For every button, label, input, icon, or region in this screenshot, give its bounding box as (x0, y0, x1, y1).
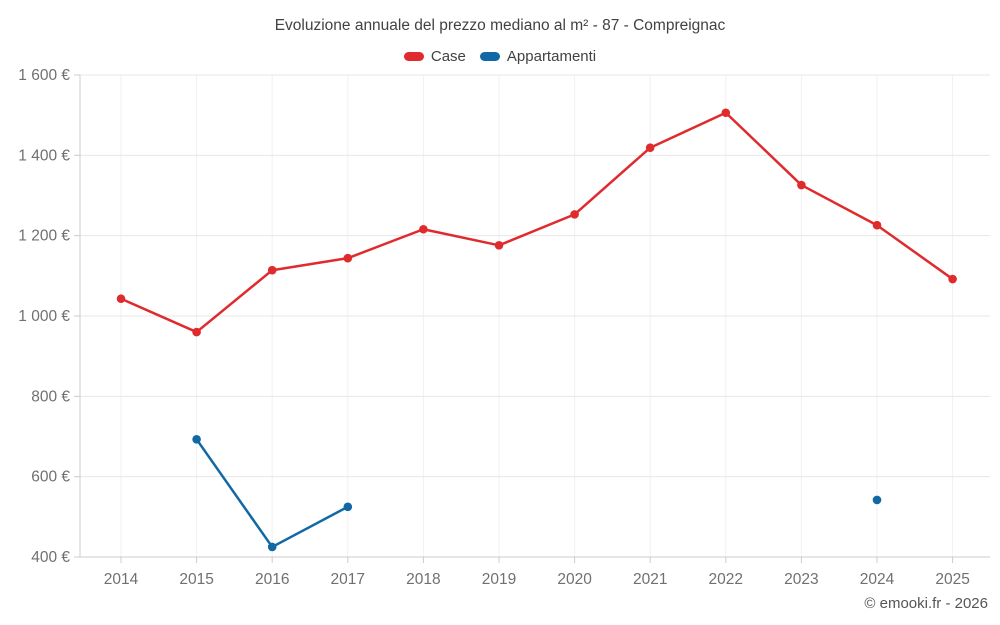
legend-swatch-appartamenti-icon (479, 52, 500, 61)
data-point-case-2014[interactable] (116, 294, 126, 304)
data-point-case-2017[interactable] (343, 253, 353, 263)
x-axis-label-2025: 2025 (935, 571, 969, 588)
legend-swatch-case-icon (403, 52, 424, 61)
data-point-appartamenti-2015[interactable] (192, 435, 201, 444)
data-point-case-2015[interactable] (192, 327, 201, 337)
x-axis-label-2022: 2022 (709, 571, 743, 588)
y-axis-label-800: 800 € (31, 388, 70, 405)
data-point-case-2023[interactable] (797, 180, 806, 190)
chart-title: Evoluzione annuale del prezzo mediano al… (274, 17, 726, 34)
y-axis-label-1200: 1 200 € (18, 228, 70, 245)
legend-item-case[interactable]: Case (403, 48, 466, 65)
x-axis-label-2018: 2018 (406, 571, 440, 588)
data-point-case-2024[interactable] (872, 220, 882, 230)
data-point-case-2019[interactable] (494, 241, 504, 250)
data-point-appartamenti-2016[interactable] (267, 542, 277, 552)
series-line-case (119, 111, 954, 334)
y-axis-label-1000: 1 000 € (18, 308, 70, 325)
x-axis-label-2023: 2023 (784, 571, 818, 588)
x-axis-label-2024: 2024 (860, 571, 895, 588)
data-point-case-2018[interactable] (419, 224, 428, 234)
chart-legend: Case Appartamenti (0, 48, 1000, 65)
y-axis-label-400: 400 € (31, 549, 70, 566)
legend-item-appartamenti[interactable]: Appartamenti (479, 48, 597, 65)
x-axis-label-2019: 2019 (482, 571, 516, 588)
data-point-case-2022[interactable] (721, 108, 731, 118)
x-axis-label-2014: 2014 (104, 571, 139, 588)
data-point-case-2020[interactable] (570, 210, 579, 219)
x-axis-label-2016: 2016 (255, 571, 289, 588)
y-axis-label-600: 600 € (31, 469, 70, 486)
legend-label-case: Case (430, 48, 466, 65)
data-point-case-2016[interactable] (267, 265, 277, 275)
x-axis-label-2020: 2020 (557, 571, 592, 588)
data-point-appartamenti-2024[interactable] (872, 495, 882, 505)
x-axis-label-2015: 2015 (179, 571, 213, 588)
legend-label-appartamenti: Appartamenti (506, 48, 597, 65)
y-axis-label-1600: 1 600 € (18, 67, 70, 84)
data-point-case-2025[interactable] (948, 274, 957, 284)
x-axis-label-2021: 2021 (633, 571, 667, 588)
y-axis-label-1400: 1 400 € (18, 147, 70, 164)
x-axis-label-2017: 2017 (331, 571, 365, 588)
copyright-text: © emooki.fr - 2026 (864, 595, 988, 612)
data-point-case-2021[interactable] (645, 143, 655, 153)
data-point-appartamenti-2017[interactable] (343, 502, 353, 512)
